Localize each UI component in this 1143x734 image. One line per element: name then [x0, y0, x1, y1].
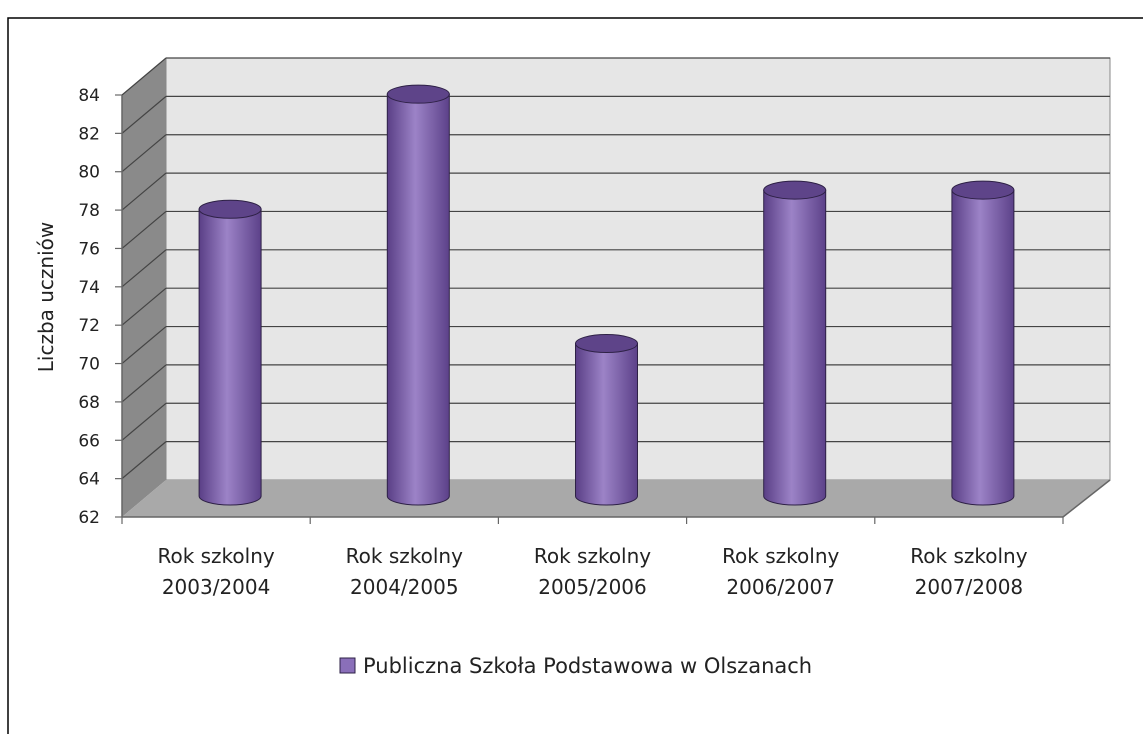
y-tick-labels: 62 64 66 68 70 72 74 76 78 80 82 84	[78, 86, 122, 528]
y-tick-label: 82	[78, 124, 100, 144]
gridline-side	[121, 326, 167, 365]
bar	[575, 334, 638, 506]
bar-body	[386, 93, 450, 506]
x-category-label: 2006/2007	[726, 575, 835, 599]
y-tick-label: 72	[78, 316, 100, 336]
y-axis-title: Liczba uczniów	[34, 222, 58, 373]
bar-body	[575, 343, 638, 506]
x-category-label: 2007/2008	[915, 575, 1024, 599]
y-tick-label: 62	[78, 508, 100, 528]
gridline-side	[121, 57, 167, 96]
y-tick-label: 84	[78, 86, 100, 106]
bar	[198, 199, 262, 506]
gridline-side	[121, 441, 167, 480]
category-labels: Rok szkolny 2003/2004 Rok szkolny 2004/2005…	[157, 544, 1027, 599]
bar-top	[386, 84, 450, 104]
legend-label: Publiczna Szkoła Podstawowa w Olszanach	[363, 654, 812, 678]
x-category-label: 2005/2006	[538, 575, 647, 599]
y-tick-label: 66	[78, 431, 100, 451]
bar-top	[575, 334, 638, 354]
bar-body	[951, 189, 1015, 506]
y-tick-label: 76	[78, 239, 100, 259]
y-tick-label: 74	[78, 278, 100, 298]
bar-top	[763, 180, 827, 200]
y-tick-label: 70	[78, 355, 100, 375]
gridline-side	[121, 134, 167, 173]
x-category-label: 2003/2004	[162, 575, 271, 599]
x-category-label: Rok szkolny	[157, 544, 274, 568]
side-wall	[122, 58, 166, 517]
x-category-label: Rok szkolny	[534, 544, 651, 568]
x-category-label: Rok szkolny	[346, 544, 463, 568]
gridline-side	[121, 210, 167, 249]
x-category-label: Rok szkolny	[722, 544, 839, 568]
chart-frame	[7, 17, 1143, 734]
gridline-side	[121, 172, 167, 211]
y-tick-label: 78	[78, 201, 100, 221]
y-tick-label: 64	[78, 470, 100, 490]
x-category-label: 2004/2005	[350, 575, 459, 599]
gridline-side	[121, 364, 167, 403]
y-tick-label: 80	[78, 163, 100, 183]
bar	[951, 180, 1015, 506]
legend-swatch	[339, 657, 356, 674]
gridline-side	[121, 95, 167, 134]
x-ticks	[121, 517, 1064, 524]
legend: Publiczna Szkoła Podstawowa w Olszanach	[339, 654, 812, 678]
gridline-side	[121, 249, 167, 288]
x-category-label: Rok szkolny	[910, 544, 1027, 568]
bars	[198, 84, 1015, 506]
bar-top	[951, 180, 1015, 200]
bar-top	[198, 199, 262, 219]
gridline-side	[121, 287, 167, 326]
bar-body	[763, 189, 827, 506]
floor-edge	[1062, 479, 1111, 518]
bar-body	[198, 208, 262, 506]
bar	[763, 180, 827, 506]
bar	[386, 84, 450, 506]
y-tick-label: 68	[78, 393, 100, 413]
gridline-side	[121, 402, 167, 441]
